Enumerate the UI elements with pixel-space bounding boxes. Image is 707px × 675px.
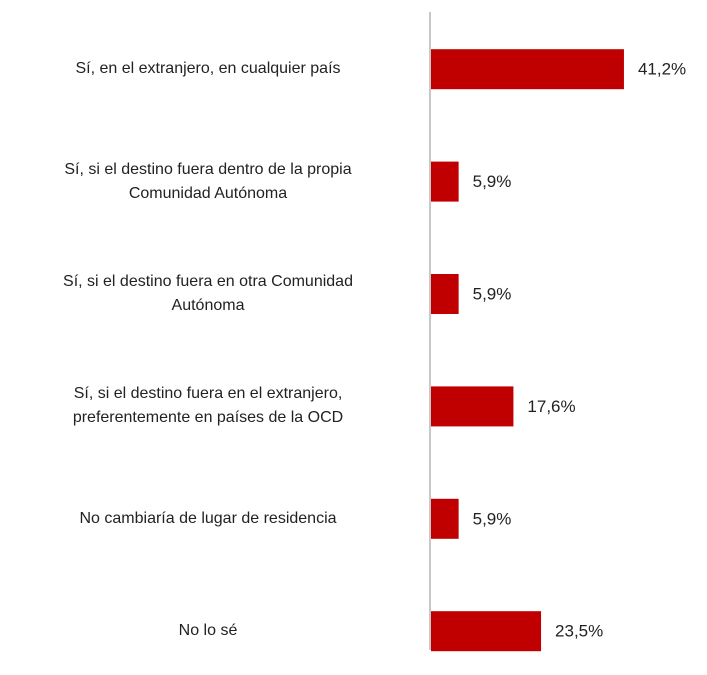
bar: [431, 386, 514, 427]
category-label: Sí, en el extranjero, en cualquier país: [75, 60, 341, 78]
bar: [431, 498, 459, 539]
bar: [431, 274, 459, 314]
bar: [431, 611, 542, 652]
category-label: Sí, si el destino fuera en otra Comunida…: [63, 273, 353, 314]
value-label: 5,9%: [473, 509, 512, 528]
value-label: 41,2%: [638, 60, 686, 79]
category-label: Sí, si el destino fuera en el extranjero…: [72, 385, 344, 427]
value-label: 17,6%: [527, 397, 575, 416]
value-label: 23,5%: [555, 622, 603, 641]
bar: [431, 49, 624, 90]
category-label: Sí, si el destino fuera dentro de la pro…: [64, 160, 352, 202]
category-label: No lo sé: [178, 622, 238, 640]
value-label: 5,9%: [473, 284, 512, 303]
value-label: 5,9%: [473, 172, 512, 191]
bar: [431, 161, 459, 202]
category-label: No cambiaría de lugar de residencia: [79, 509, 337, 527]
